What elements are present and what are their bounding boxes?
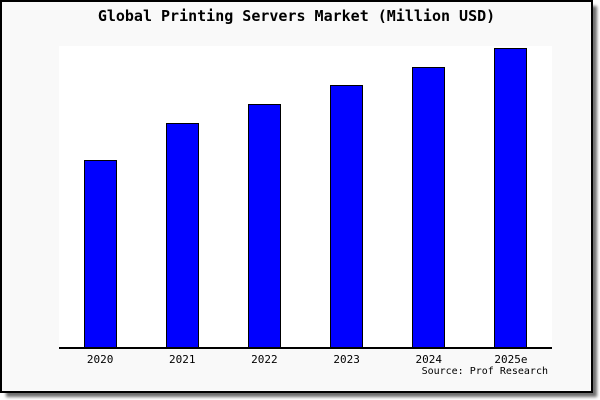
bar-2023 (330, 85, 364, 347)
x-tick-label-2020: 2020 (86, 353, 114, 366)
chart-title: Global Printing Servers Market (Million … (97, 7, 496, 25)
bar-2022 (247, 103, 281, 347)
x-tick-label-2022: 2022 (251, 353, 278, 366)
x-tick-label-2025e: 2025e (494, 353, 528, 366)
bar-2024 (412, 66, 446, 347)
bar-2020 (83, 160, 117, 347)
bar-2021 (165, 122, 199, 347)
chart-window: Global Printing Servers Market (Million … (0, 0, 593, 393)
x-tick-label-2023: 2023 (333, 353, 360, 366)
x-tick-label-2024: 2024 (415, 353, 442, 366)
bar-2025e (494, 48, 528, 347)
plot-area (59, 46, 552, 349)
x-tick-label-2021: 2021 (168, 353, 196, 366)
source-note: Source: Prof Research (421, 366, 548, 377)
x-tick-labels: 2020 2021 2022 2023 2024 2025e (59, 353, 552, 368)
